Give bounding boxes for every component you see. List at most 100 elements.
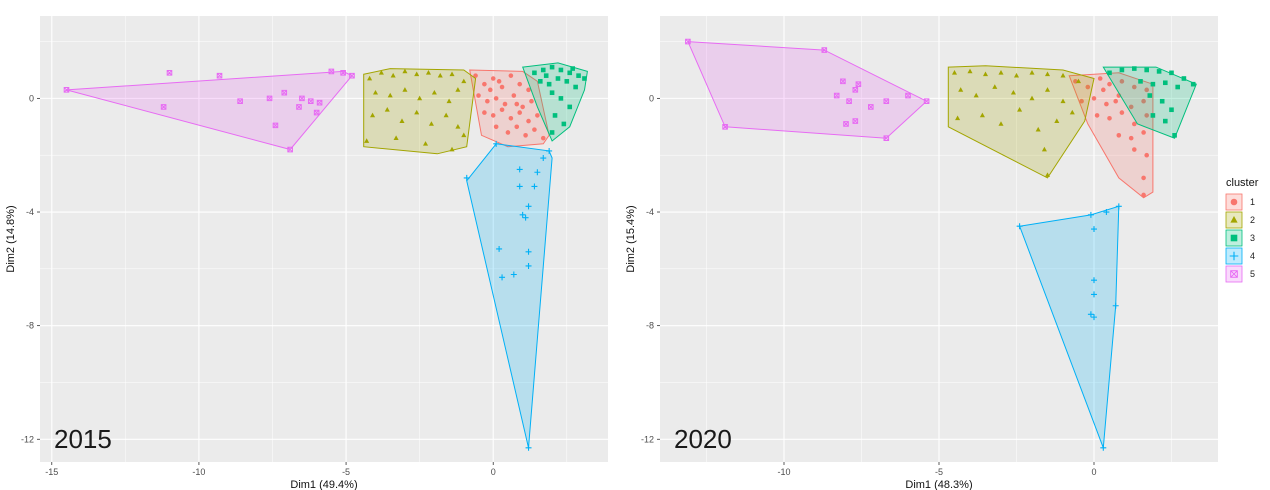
cluster-5-point — [166, 70, 173, 76]
legend-item-5: 5 — [1225, 265, 1255, 283]
cluster-3-point — [564, 79, 570, 84]
cluster-3-point — [1163, 80, 1168, 86]
cluster-1-point — [482, 110, 487, 115]
cluster-2-point — [1054, 118, 1060, 123]
cluster-2-point — [387, 92, 393, 98]
plot-2020: -10 -5 0 0 -4 -8 -12 Dim1 (48.3%) Dim2 (15.4%) 20… — [625, 16, 1218, 490]
cluster-1-point — [526, 87, 531, 93]
cluster-5-point — [852, 87, 859, 93]
cluster-1-point — [1119, 79, 1125, 84]
cluster-2-point — [973, 92, 979, 98]
cluster-1-point — [490, 113, 496, 118]
cluster-2-point — [449, 71, 455, 77]
cluster-2-point — [446, 98, 452, 104]
cluster-3-point — [1181, 76, 1187, 81]
cluster-3-point — [1119, 67, 1125, 73]
cluster-1-point — [1141, 192, 1146, 198]
cluster-2-series — [947, 65, 1095, 179]
cluster-legend: cluster 1 2 3 4 5 — [1225, 177, 1259, 283]
cluster-4-point — [522, 214, 529, 221]
cluster-3-point — [567, 70, 573, 76]
cluster-5-point — [905, 92, 911, 99]
x-tick-label: 0 — [1091, 467, 1096, 477]
cluster-4-point — [534, 169, 541, 176]
cluster-3-point — [1190, 81, 1196, 87]
legend-label: 2 — [1250, 215, 1255, 225]
cluster-1-point — [1079, 98, 1084, 104]
cluster-4-point — [525, 444, 532, 451]
cluster-4-point — [1100, 444, 1107, 451]
cluster-3-point — [1147, 93, 1153, 98]
cluster-2-point — [461, 78, 467, 84]
cluster-2-point — [423, 141, 429, 146]
cluster-4-point — [525, 203, 532, 210]
cluster-4-series — [1016, 203, 1122, 451]
cluster-1-point — [526, 118, 531, 124]
cluster-3-hull — [1102, 66, 1197, 139]
cluster-3-point — [558, 96, 564, 101]
cluster-5-point — [160, 104, 167, 110]
cluster-5-point — [883, 98, 890, 105]
cluster-1-point — [1107, 115, 1112, 121]
x-tick-label: -10 — [777, 467, 790, 477]
cluster-4-point — [499, 274, 506, 281]
cluster-1-point — [523, 133, 528, 138]
cluster-5-point — [316, 99, 323, 106]
cluster-2-point — [455, 87, 461, 92]
cluster-1-point — [499, 84, 505, 90]
cluster-3-series — [522, 62, 588, 142]
cluster-2-point — [1044, 87, 1051, 92]
cluster-3-point — [552, 113, 558, 118]
cluster-5-point — [296, 104, 302, 110]
cluster-1-point — [1094, 113, 1100, 118]
cluster-5-series — [685, 38, 930, 141]
cluster-4-point — [546, 147, 553, 154]
cluster-5-point — [349, 72, 355, 79]
cluster-5-point — [328, 68, 335, 75]
cluster-2-point — [1010, 89, 1016, 95]
cluster-2-point — [967, 68, 973, 74]
cluster-1-point — [473, 73, 478, 78]
x-tick-label: -15 — [45, 467, 58, 477]
cluster-2-point — [998, 121, 1004, 126]
cluster-3-point — [573, 84, 578, 90]
cluster-3-point — [1150, 81, 1156, 87]
cluster-1-point — [520, 104, 525, 110]
cluster-4-point — [1103, 209, 1110, 216]
x-axis-title: Dim1 (49.4%) — [290, 479, 357, 490]
cluster-3-point — [1138, 79, 1143, 84]
year-annotation: 2015 — [54, 424, 112, 454]
cluster-2-point — [1044, 172, 1051, 177]
cluster-3-point — [538, 79, 543, 84]
cluster-4-point — [519, 211, 526, 218]
cluster-3-point — [549, 64, 555, 70]
cluster-5-point — [868, 104, 874, 110]
cluster-5-point — [855, 81, 862, 87]
cluster-2-point — [449, 146, 455, 152]
legend-label: 3 — [1250, 233, 1255, 243]
cluster-4-point — [1016, 223, 1023, 230]
cluster-3-point — [532, 70, 537, 76]
cluster-4-point — [1087, 311, 1094, 318]
cluster-5-point — [237, 98, 243, 105]
cluster-3-point — [570, 66, 575, 71]
y-tick-label: -12 — [641, 434, 654, 444]
cluster-1-point — [496, 79, 502, 84]
cluster-3-point — [1132, 66, 1137, 71]
cluster-1-point — [502, 101, 508, 107]
cluster-4-point — [525, 248, 532, 255]
cluster-3-point — [1144, 67, 1149, 73]
cluster-1-point — [1141, 98, 1146, 104]
cluster-1-point — [1104, 101, 1109, 107]
gridlines — [660, 16, 1218, 462]
cluster-2-point — [1029, 70, 1035, 75]
cluster-1-point — [482, 81, 487, 87]
legend-label: 5 — [1250, 269, 1255, 279]
plot-panel — [40, 16, 608, 462]
cluster-1-point — [1116, 133, 1122, 138]
cluster-1-point — [1091, 96, 1097, 101]
cluster-3-point — [546, 81, 552, 87]
cluster-3-series — [1102, 66, 1197, 139]
cluster-2-point — [951, 70, 958, 75]
cluster-4-point — [1091, 277, 1097, 284]
